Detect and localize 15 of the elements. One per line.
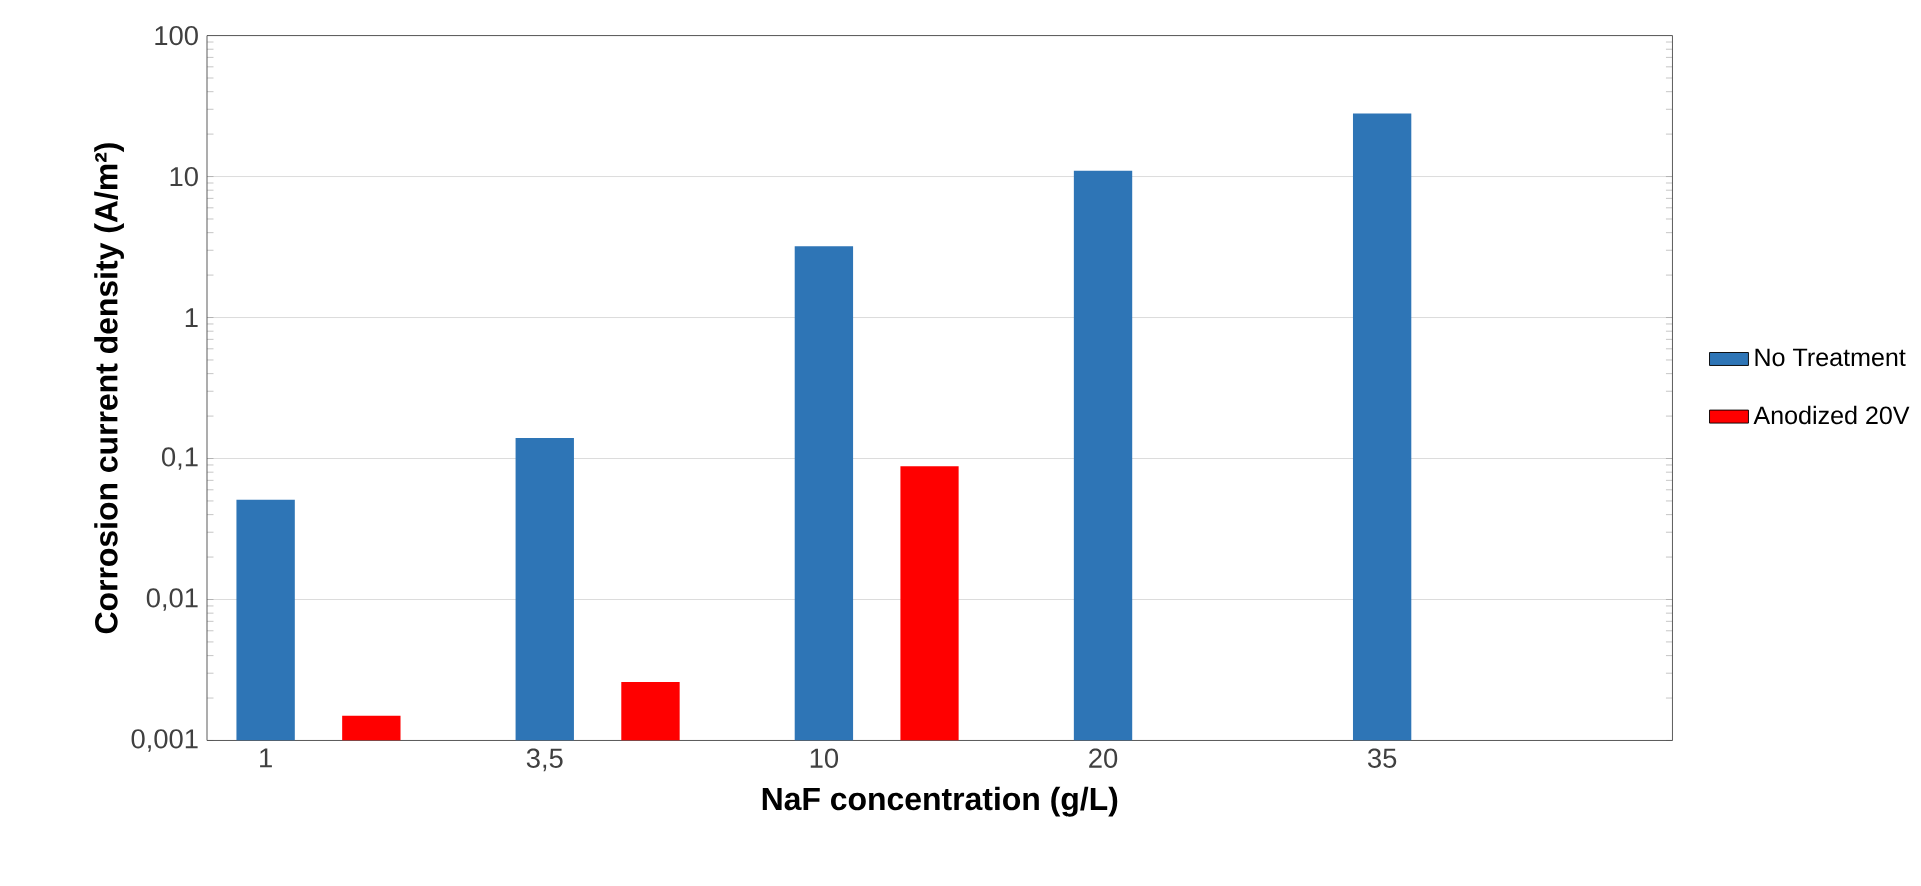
y-tick-label: 1 xyxy=(185,307,198,327)
x-tick-label: 1 xyxy=(260,748,272,768)
legend-label: Anodized 20V xyxy=(1753,405,1910,425)
y-tick-label: 10 xyxy=(170,166,198,187)
x-tick-label: 10 xyxy=(810,748,839,768)
x-axis-title: NaF concentration (g/L) xyxy=(762,786,1118,817)
legend-label: No Treatment xyxy=(1755,348,1906,366)
y-axis-title: Corrosion current density (A/m²) xyxy=(94,142,124,633)
y-tick-label: 0,01 xyxy=(146,588,198,611)
y-tick-label: 0,1 xyxy=(162,447,198,470)
y-tick-label: 0,001 xyxy=(131,729,198,752)
x-tick-label: 20 xyxy=(1089,748,1118,768)
y-tick-label: 100 xyxy=(155,25,198,46)
x-tick-label: 3,5 xyxy=(526,748,563,771)
x-tick-label: 35 xyxy=(1367,748,1397,768)
